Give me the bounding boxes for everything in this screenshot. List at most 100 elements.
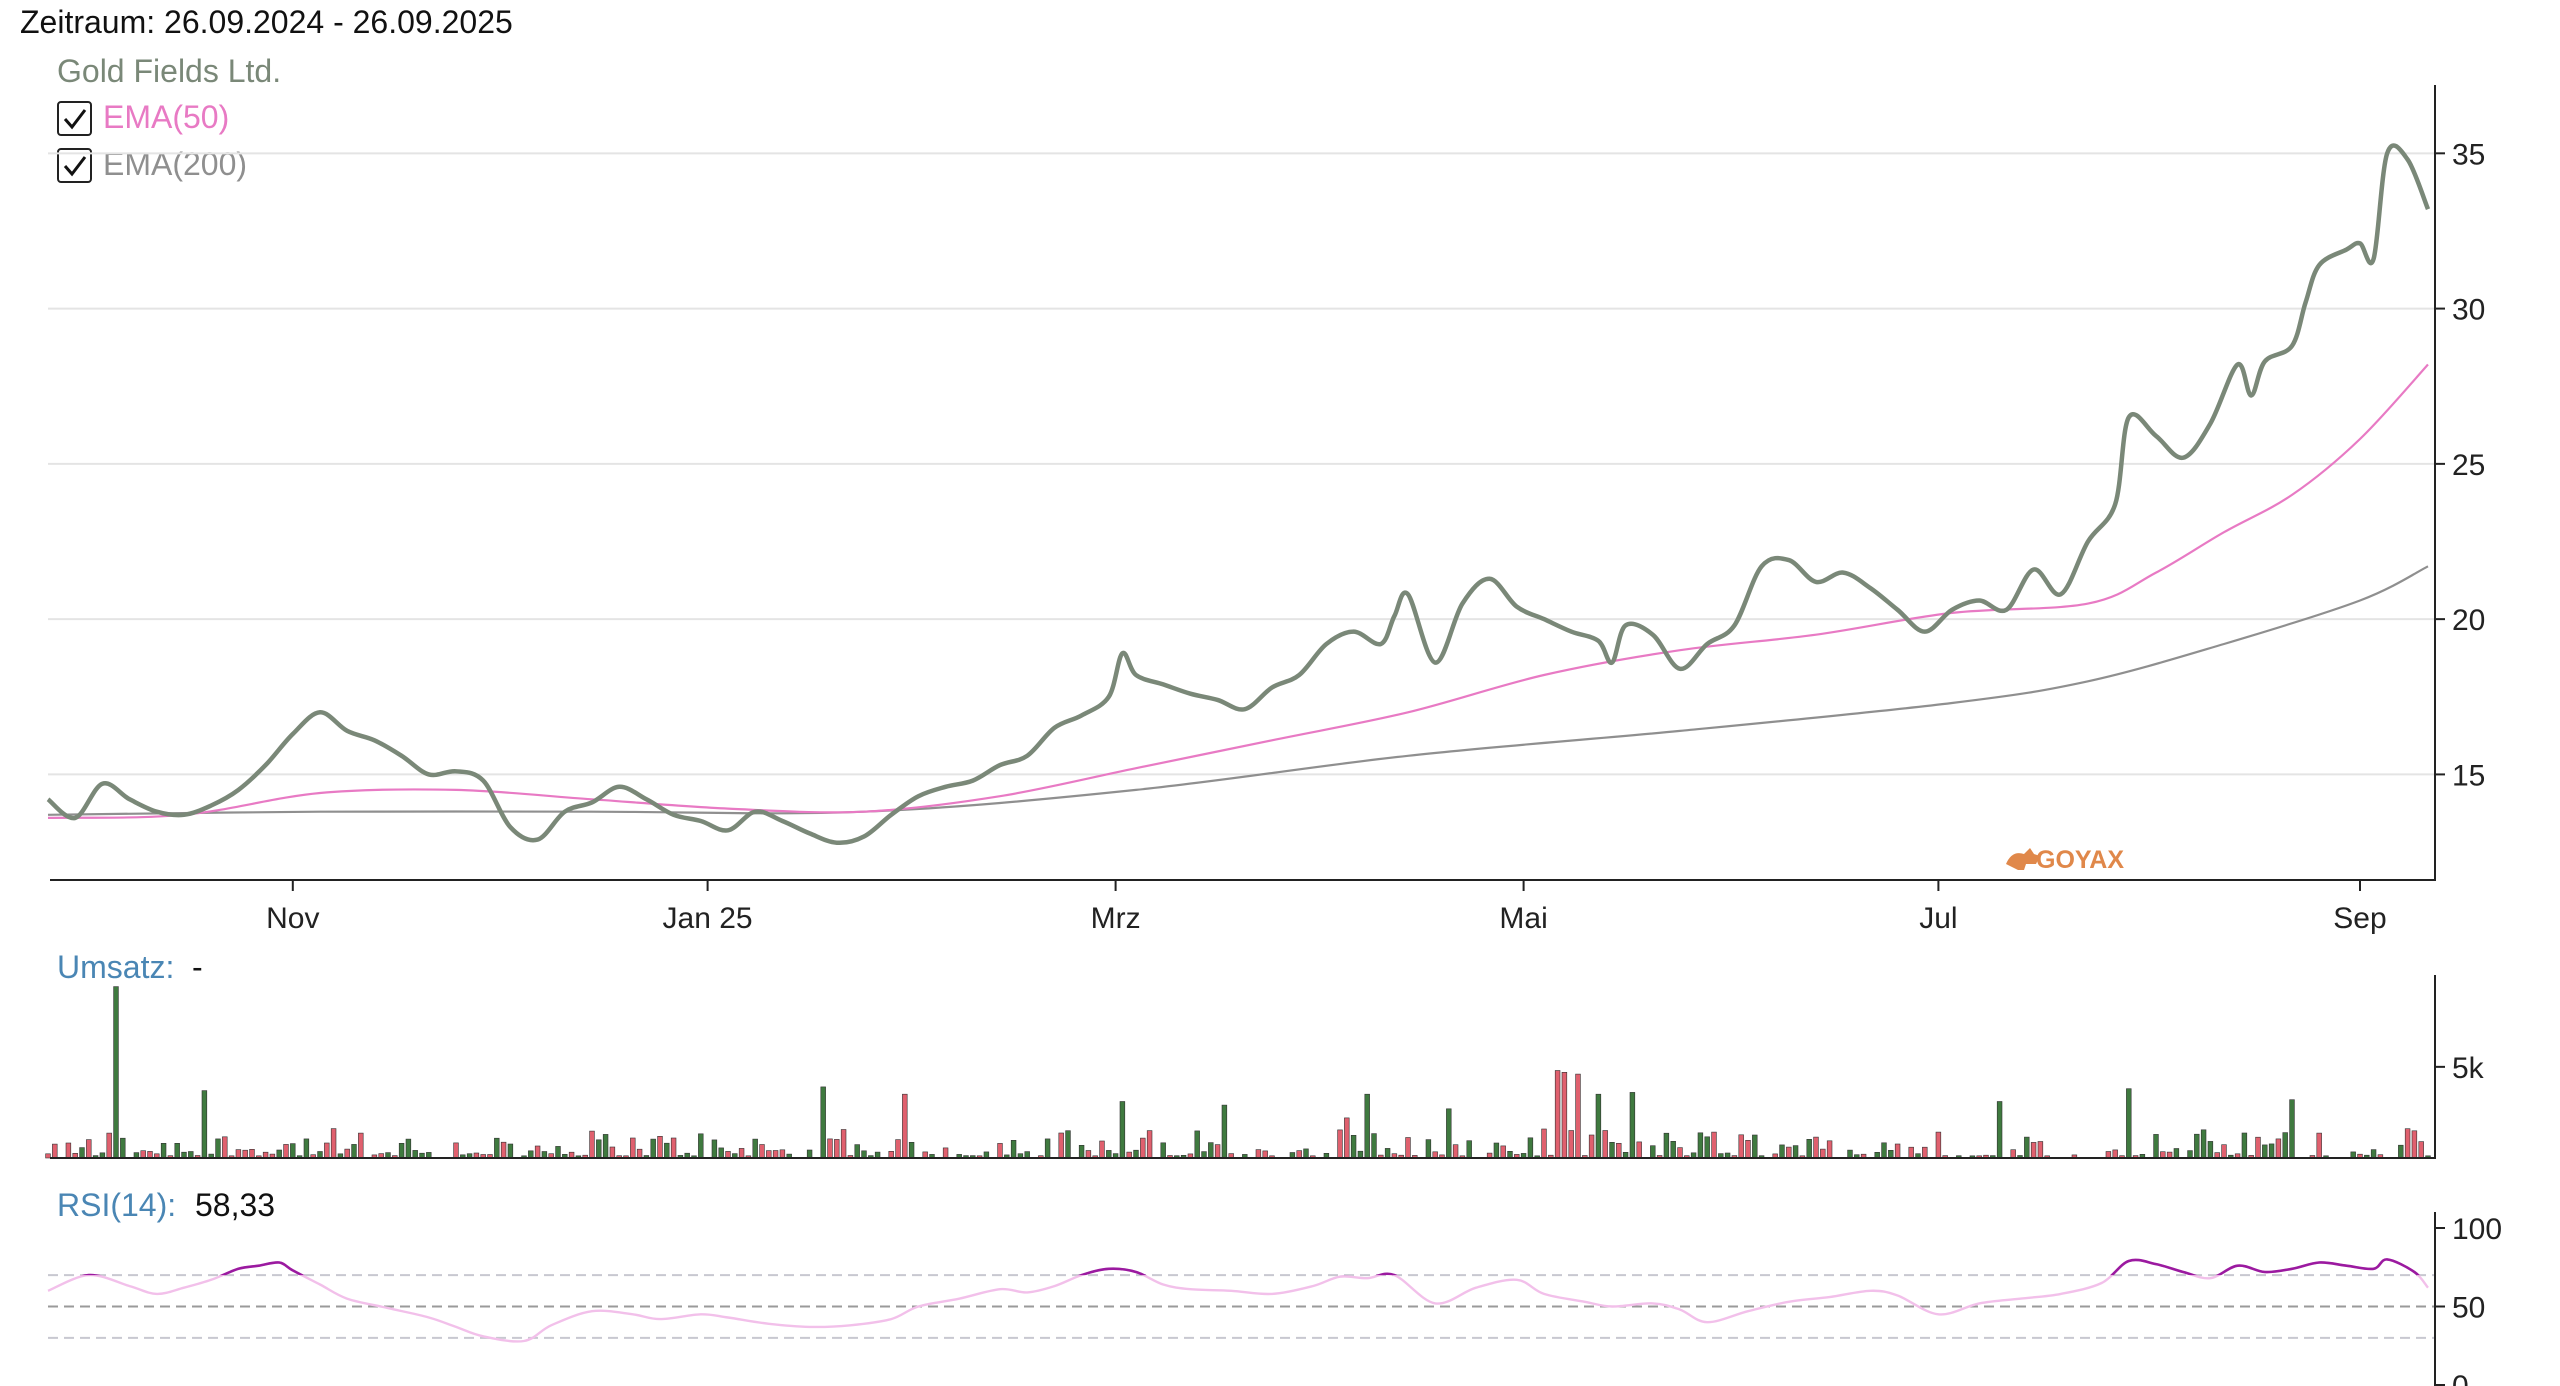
ema50-checkbox[interactable] [57, 101, 92, 136]
volume-bar [160, 1143, 167, 1159]
volume-bar [351, 1144, 357, 1159]
instrument-name: Gold Fields Ltd. [57, 53, 281, 89]
volume-bar [453, 1142, 459, 1159]
x-tick-label: Mrz [1091, 902, 1141, 935]
volume-bar [2194, 1133, 2200, 1159]
volume-bar [1527, 1137, 1534, 1159]
volume-bar [1194, 1130, 1200, 1159]
rsi-axes [2434, 1212, 2436, 1386]
volume-bar [827, 1138, 833, 1159]
volume-bar [609, 1146, 616, 1159]
x-tick-label: Jul [1919, 902, 1957, 935]
volume-bar [840, 1129, 847, 1159]
volume-bar [636, 1148, 643, 1159]
volume-bar [1609, 1142, 1615, 1159]
volume-bar [1568, 1130, 1574, 1159]
volume-bar [752, 1138, 758, 1159]
volume-bar [2418, 1141, 2424, 1159]
volume-bar [820, 1086, 826, 1159]
volume-bar [2411, 1130, 2418, 1159]
volume-bar [1160, 1142, 1166, 1159]
volume-bar [1792, 1145, 1799, 1159]
volume-bar [2200, 1129, 2207, 1159]
volume-bar [895, 1139, 901, 1159]
volume-bar [283, 1144, 289, 1159]
checkmark-icon [63, 109, 87, 130]
volume-bar [2289, 1099, 2295, 1159]
ema200-line [47, 565, 2429, 816]
volume-bar [596, 1139, 602, 1159]
volume-bar [1425, 1139, 1432, 1159]
volume-bar [1466, 1140, 1472, 1159]
volume-bar [806, 1149, 813, 1159]
volume-bar [358, 1132, 364, 1159]
x-tick-label: Sep [2333, 902, 2386, 935]
volume-bar [779, 1149, 786, 1159]
volume-bar [738, 1148, 745, 1159]
volume-bar [1058, 1132, 1064, 1159]
volume-bar [602, 1134, 609, 1159]
volume-bar [1588, 1134, 1595, 1159]
volume-bar [79, 1147, 85, 1159]
volume-bar [772, 1150, 779, 1159]
watermark-text: GOYAX [2036, 846, 2124, 874]
volume-bar [235, 1149, 242, 1159]
volume-bar [1221, 1104, 1228, 1159]
rsi-label: RSI(14): [57, 1187, 176, 1223]
volume-bar [1629, 1092, 1636, 1159]
period-header: Zeitraum: 26.09.2024 - 26.09.2025 [20, 4, 513, 40]
volume-bar [2126, 1088, 2132, 1159]
volume-bar [1616, 1143, 1622, 1159]
volume-bar [718, 1147, 724, 1159]
volume-bar [1493, 1142, 1500, 1159]
volume-bar [1140, 1137, 1146, 1159]
y-tick-label: 25 [2452, 449, 2485, 482]
volume-bar [106, 1132, 112, 1159]
volume-bar [2241, 1132, 2248, 1159]
volume-bar [1099, 1140, 1105, 1159]
volume-bar [2275, 1138, 2282, 1159]
price-series-group [46, 143, 2431, 846]
ema200-checkbox[interactable] [57, 148, 92, 183]
volume-bar [1602, 1130, 1608, 1159]
volume-bar [2010, 1149, 2016, 1159]
volume-bar [113, 986, 119, 1159]
volume-bar [52, 1143, 58, 1159]
volume-bar [766, 1150, 772, 1159]
bull-icon [2006, 848, 2040, 870]
volume-bar [215, 1138, 221, 1159]
volume-bar [1262, 1150, 1268, 1159]
volume-bar [1711, 1131, 1717, 1159]
volume-bar [222, 1136, 228, 1159]
volume-bar [45, 1153, 51, 1159]
volume-bar [1554, 1070, 1561, 1159]
volume-bar [1847, 1149, 1853, 1159]
volume-bar [2282, 1132, 2288, 1159]
volume-bar [2262, 1144, 2268, 1159]
goyax-watermark: GOYAX [2006, 846, 2124, 874]
volume-bar [1996, 1101, 2003, 1159]
volume-bar [1507, 1151, 1513, 1159]
volume-bar [330, 1128, 337, 1159]
volume-bar [1303, 1148, 1309, 1159]
volume-bar [1350, 1135, 1357, 1159]
volume-bar [303, 1138, 310, 1159]
volume-bar [2221, 1144, 2227, 1159]
volume-bar [1344, 1117, 1350, 1159]
volume-bar [997, 1143, 1003, 1159]
volume-bar [1636, 1141, 1642, 1159]
rsi-line [47, 1258, 2429, 1343]
volume-label: Umsatz: [57, 949, 174, 985]
volume-bar [908, 1142, 915, 1159]
volume-bar [1704, 1136, 1710, 1159]
volume-bar [854, 1144, 860, 1159]
volume-bar [249, 1149, 255, 1159]
volume-bar [1357, 1150, 1364, 1159]
volume-bar [507, 1143, 514, 1159]
volume-bars [45, 986, 2431, 1159]
volume-bar [861, 1150, 867, 1159]
price-line [46, 143, 2431, 846]
price-gridlines [48, 152, 2435, 776]
volume-bar [242, 1149, 248, 1159]
volume-bar [1813, 1136, 1819, 1159]
